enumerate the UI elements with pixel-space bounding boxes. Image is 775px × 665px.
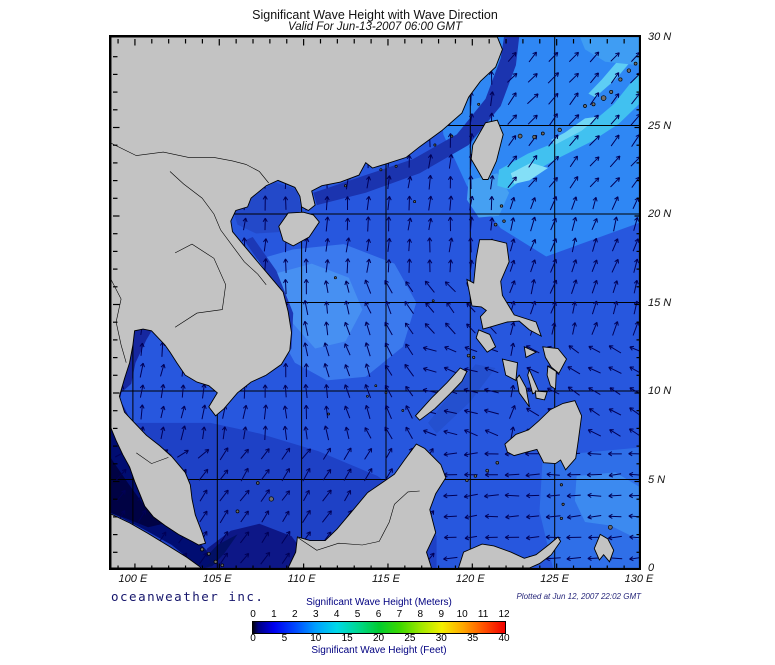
lat-label: 20 N xyxy=(648,208,672,220)
meters-tick: 9 xyxy=(438,609,445,620)
plotted-timestamp: Plotted at Jun 12, 2007 22:02 GMT xyxy=(516,592,641,601)
feet-tick: 15 xyxy=(341,633,353,644)
meters-tick: 11 xyxy=(477,609,489,620)
meters-tick: 0 xyxy=(250,609,256,620)
oceanweather-logo: oceanweather inc. xyxy=(111,589,265,604)
lon-label: 115 E xyxy=(371,573,400,585)
lon-label: 130 E xyxy=(624,573,654,585)
lat-label: 30 N xyxy=(648,31,672,43)
legend-feet-title: Significant Wave Height (Feet) xyxy=(311,645,447,656)
lat-label: 25 N xyxy=(648,119,672,132)
meters-tick: 1 xyxy=(271,609,277,620)
lon-label: 125 E xyxy=(540,573,570,585)
legend-meters-title: Significant Wave Height (Meters) xyxy=(306,597,452,608)
meters-tick: 4 xyxy=(333,609,340,620)
lon-label: 110 E xyxy=(287,573,316,585)
feet-tick: 0 xyxy=(250,633,256,644)
page-title: Significant Wave Height with Wave Direct… xyxy=(252,8,498,22)
meters-tick: 2 xyxy=(292,609,298,620)
lon-label: 100 E xyxy=(118,573,148,585)
lat-label: 5 N xyxy=(648,473,666,486)
meters-tick: 6 xyxy=(375,609,382,620)
feet-tick: 20 xyxy=(372,633,385,644)
feet-tick: 30 xyxy=(435,633,447,644)
wave-height-map xyxy=(109,35,641,570)
lon-label: 120 E xyxy=(455,573,485,585)
feet-tick: 25 xyxy=(404,633,416,644)
meters-tick: 10 xyxy=(456,609,468,620)
meters-tick: 5 xyxy=(354,609,361,620)
meters-tick: 8 xyxy=(417,609,424,620)
feet-tick: 5 xyxy=(281,633,288,644)
lon-label: 105 E xyxy=(202,573,232,585)
legend-colorbar xyxy=(252,621,506,634)
meters-tick: 3 xyxy=(312,609,319,620)
feet-tick: 10 xyxy=(310,633,322,644)
lat-label: 10 N xyxy=(648,385,672,397)
lat-label: 15 N xyxy=(648,296,672,309)
valid-time: Valid For Jun-13-2007 06:00 GMT xyxy=(287,21,463,33)
meters-tick: 7 xyxy=(396,609,403,620)
lat-label: 0 xyxy=(648,562,655,574)
feet-tick: 35 xyxy=(467,633,479,644)
feet-tick: 40 xyxy=(498,633,510,644)
meters-tick: 12 xyxy=(498,609,510,620)
